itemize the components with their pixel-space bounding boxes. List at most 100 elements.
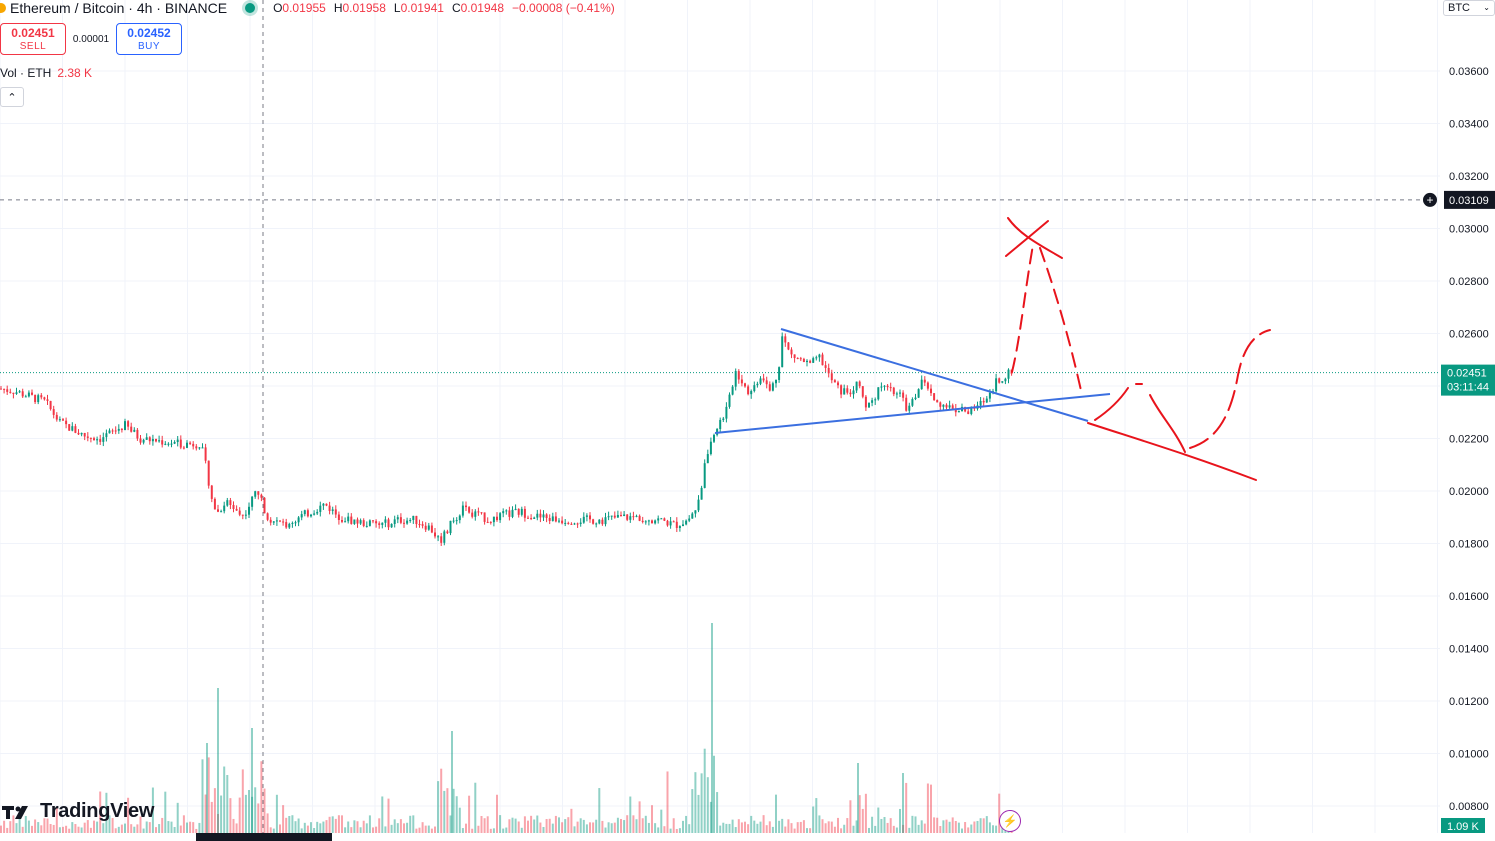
candle-body — [802, 358, 805, 363]
change-value: −0.00008 (−0.41%) — [512, 1, 615, 15]
volume-bar — [220, 795, 223, 833]
candle-body — [409, 519, 412, 521]
volume-bar — [756, 823, 759, 833]
volume-bar — [217, 813, 219, 833]
candle-body — [130, 426, 133, 432]
eth-coin-icon — [0, 3, 6, 13]
candle-body — [864, 396, 867, 408]
volume-bar — [257, 803, 260, 833]
candle-body — [663, 518, 666, 521]
volume-bar — [877, 807, 880, 833]
drawing-support-line — [1087, 422, 1257, 481]
candle-body — [806, 360, 808, 363]
volume-bar — [399, 819, 402, 833]
candle-body — [182, 447, 185, 449]
volume-bar — [728, 823, 731, 833]
candle-body — [939, 402, 942, 407]
volume-bar — [254, 787, 257, 833]
symbol-title[interactable]: Ethereum / Bitcoin · 4h · BINANCE — [10, 0, 228, 16]
volume-bar — [930, 784, 932, 833]
volume-bar — [58, 827, 61, 833]
volume-bar — [313, 828, 316, 833]
candle-body — [799, 358, 802, 360]
volume-bar — [595, 819, 598, 833]
candle-body — [930, 388, 932, 394]
volume-bar — [443, 790, 446, 833]
candle-body — [244, 514, 247, 516]
volume-bar — [393, 819, 396, 833]
volume-bar — [616, 817, 619, 833]
spread-value: 0.00001 — [72, 33, 110, 45]
volume-bar — [409, 815, 412, 833]
buy-button[interactable]: 0.02452 BUY — [116, 23, 182, 55]
candle-body — [657, 518, 660, 521]
crosshair-price-text: 0.03109 — [1449, 195, 1489, 207]
candle-body — [604, 517, 607, 525]
volume-bar — [344, 827, 347, 833]
candle-body — [68, 424, 71, 431]
volume-bar — [489, 828, 492, 833]
volume-bar — [638, 801, 641, 833]
candle-body — [672, 521, 675, 523]
candle-body — [427, 525, 430, 530]
volume-bar — [127, 797, 130, 833]
candle-body — [368, 520, 371, 526]
candle-body — [217, 509, 219, 512]
candle-body — [868, 402, 870, 408]
volume-bar — [998, 793, 1001, 833]
volume-bar — [731, 819, 734, 833]
candle-body — [895, 393, 898, 395]
volume-bar — [976, 820, 979, 833]
volume-bar — [716, 792, 719, 833]
volume-bar — [849, 800, 852, 833]
volume-label[interactable]: Vol · ETH — [0, 66, 52, 80]
volume-bar — [390, 824, 393, 833]
volume-bar — [468, 795, 471, 833]
sell-button[interactable]: 0.02451 SELL — [0, 23, 66, 55]
candle-body — [852, 390, 855, 395]
volume-bar — [945, 819, 948, 833]
price-tick-label: 0.02200 — [1449, 434, 1489, 446]
open-value: 0.01955 — [282, 1, 326, 15]
currency-selector[interactable]: BTC ⌄ — [1443, 0, 1495, 16]
volume-bar — [719, 825, 722, 833]
candle-body — [709, 441, 712, 455]
candle-body — [142, 439, 145, 443]
candle-body — [213, 498, 216, 510]
volume-bar — [37, 822, 40, 833]
volume-bar — [359, 827, 362, 833]
collapse-legend-button[interactable]: ⌃ — [0, 87, 24, 107]
last-price-label — [1441, 364, 1495, 396]
candle-body — [647, 520, 650, 522]
candle-body — [127, 421, 130, 427]
candle-body — [523, 508, 526, 518]
candle-body — [626, 514, 629, 520]
volume-bar — [133, 826, 136, 833]
candle-body — [678, 526, 681, 528]
drawing-projection-up — [1011, 244, 1034, 373]
market-status-icon[interactable] — [245, 3, 256, 13]
candle-body — [542, 514, 545, 518]
lightning-icon[interactable]: ⚡ — [999, 810, 1021, 832]
candle-body — [251, 496, 254, 507]
candle-body — [505, 510, 508, 512]
volume-bar — [790, 823, 793, 833]
candle-body — [62, 419, 64, 421]
tradingview-logo[interactable]: TradingView — [2, 800, 154, 823]
candle-body — [762, 378, 765, 381]
volume-bar — [396, 823, 399, 833]
candle-body — [455, 520, 458, 522]
candle-body — [406, 520, 409, 524]
volume-bar — [86, 820, 89, 833]
time-scrollbar[interactable] — [196, 833, 332, 841]
volume-bar — [217, 688, 219, 833]
candle-body — [564, 522, 567, 524]
volume-bar — [672, 818, 675, 833]
candle-body — [375, 521, 378, 524]
candle-body — [561, 520, 564, 524]
volume-bar — [297, 818, 300, 833]
volume-bar — [939, 826, 942, 833]
price-tick-label: 0.02600 — [1449, 329, 1489, 341]
candle-body — [747, 386, 750, 395]
